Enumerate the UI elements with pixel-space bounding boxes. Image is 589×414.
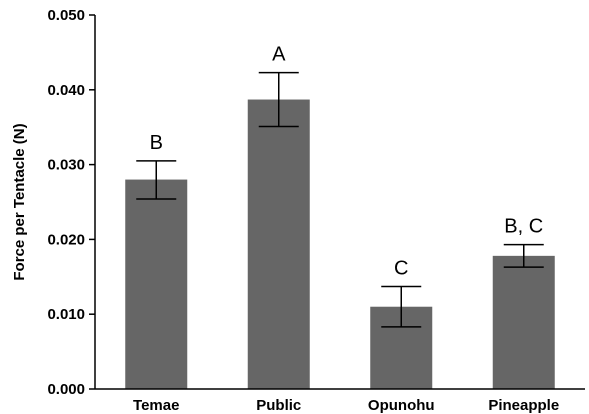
y-tick-label: 0.050 [47, 7, 85, 24]
y-tick-label: 0.030 [47, 157, 85, 174]
significance-labels-group: B A C B, C [150, 44, 544, 280]
bar-pineapple [492, 255, 555, 389]
significance-label: B [150, 132, 163, 154]
significance-label: B, C [504, 216, 543, 238]
x-axis-labels: Temae Public Opunohu Pineapple [133, 397, 559, 414]
y-tick-label: 0.040 [47, 82, 85, 99]
error-bars-group [136, 71, 544, 328]
y-tick-label: 0.010 [47, 306, 85, 323]
y-axis-title: Force per Tentacle (N) [11, 123, 28, 280]
bar-temae [125, 179, 188, 389]
significance-label: A [272, 44, 286, 66]
y-tick-label: 0.000 [47, 381, 85, 398]
bar-public [247, 99, 310, 390]
bars-group [125, 99, 555, 390]
y-axis-ticks: 0.000 0.010 0.020 0.030 0.040 0.050 [47, 7, 95, 398]
x-category-label: Temae [133, 397, 179, 414]
x-category-label: Opunohu [368, 397, 435, 414]
y-tick-label: 0.020 [47, 231, 85, 248]
x-category-label: Public [256, 397, 301, 414]
significance-label: C [394, 258, 408, 280]
x-category-label: Pineapple [488, 397, 559, 414]
